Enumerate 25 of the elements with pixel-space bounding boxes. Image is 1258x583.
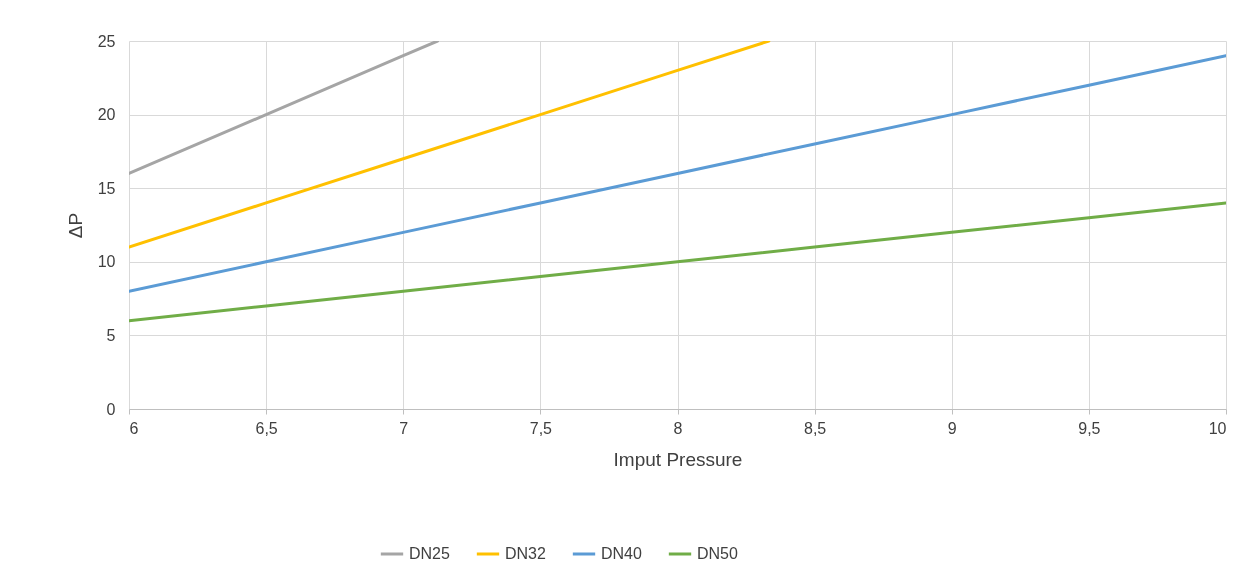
x-tick-label: 7,5 (529, 419, 553, 437)
line-series (129, 41, 771, 249)
y-tick-label: 15 (97, 179, 116, 197)
legend-label: DN25 (409, 545, 451, 562)
line-series (129, 54, 1226, 293)
line-series (129, 41, 440, 175)
y-tick-label: 20 (97, 106, 116, 124)
legend-label: DN32 (505, 545, 547, 562)
line-series (129, 201, 1226, 323)
x-tick-label: 9,5 (1078, 419, 1101, 437)
x-tick-label: 6,5 (255, 419, 278, 437)
y-axis-title: ΔP (64, 212, 86, 239)
y-tick-label: 25 (97, 32, 116, 50)
legend-label: DN40 (601, 545, 643, 562)
x-tick-label: 9 (947, 419, 957, 437)
x-tick-label: 8 (673, 419, 683, 437)
x-axis-title: Imput Pressure (613, 448, 743, 470)
y-tick-label: 10 (97, 253, 116, 271)
x-tick-label: 6 (129, 419, 139, 437)
x-tick-label: 8,5 (804, 419, 827, 437)
legend-label: DN50 (697, 545, 739, 562)
y-tick-label: 0 (106, 400, 116, 418)
y-tick-label: 5 (106, 326, 116, 344)
x-tick-label: 7 (399, 419, 409, 437)
x-tick-label: 10 (1208, 419, 1227, 437)
